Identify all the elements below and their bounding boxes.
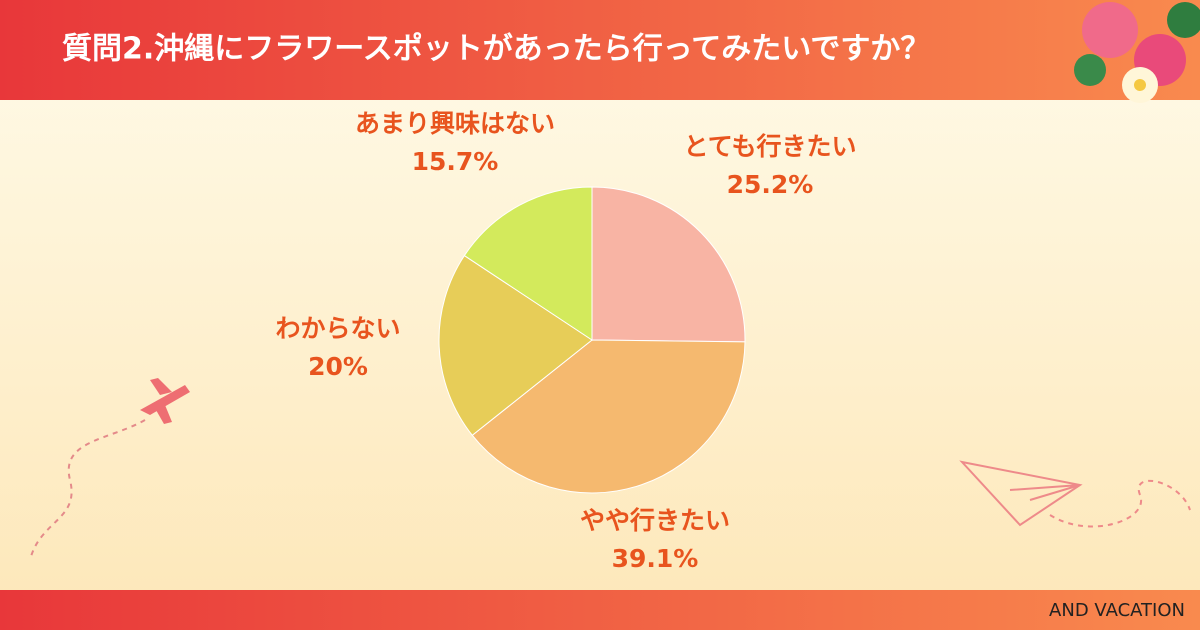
airplane-decoration xyxy=(29,378,190,561)
value-label: 39.1% xyxy=(612,544,699,573)
paper-plane-decoration xyxy=(959,460,1191,528)
flower-decoration xyxy=(1074,2,1200,103)
value-label: 15.7% xyxy=(412,147,499,176)
footer-band xyxy=(0,590,1200,630)
brand: AND VACATION xyxy=(1049,600,1185,621)
value-label: 20% xyxy=(308,352,368,381)
value-label: 25.2% xyxy=(727,170,814,199)
pie-slice xyxy=(471,339,746,494)
pie-slice xyxy=(438,254,593,436)
slice-label: やや行きたい xyxy=(580,506,730,535)
pie-slice xyxy=(591,186,746,343)
slice-label: わからない xyxy=(275,314,400,343)
header-band xyxy=(0,0,1200,100)
chart-title: 質問2.沖縄にフラワースポットがあったら行ってみたいですか？ xyxy=(62,32,930,67)
slice-label: あまり興味はない xyxy=(355,109,555,138)
pie-slice xyxy=(463,186,593,341)
slice-label: とても行きたい xyxy=(683,132,856,161)
